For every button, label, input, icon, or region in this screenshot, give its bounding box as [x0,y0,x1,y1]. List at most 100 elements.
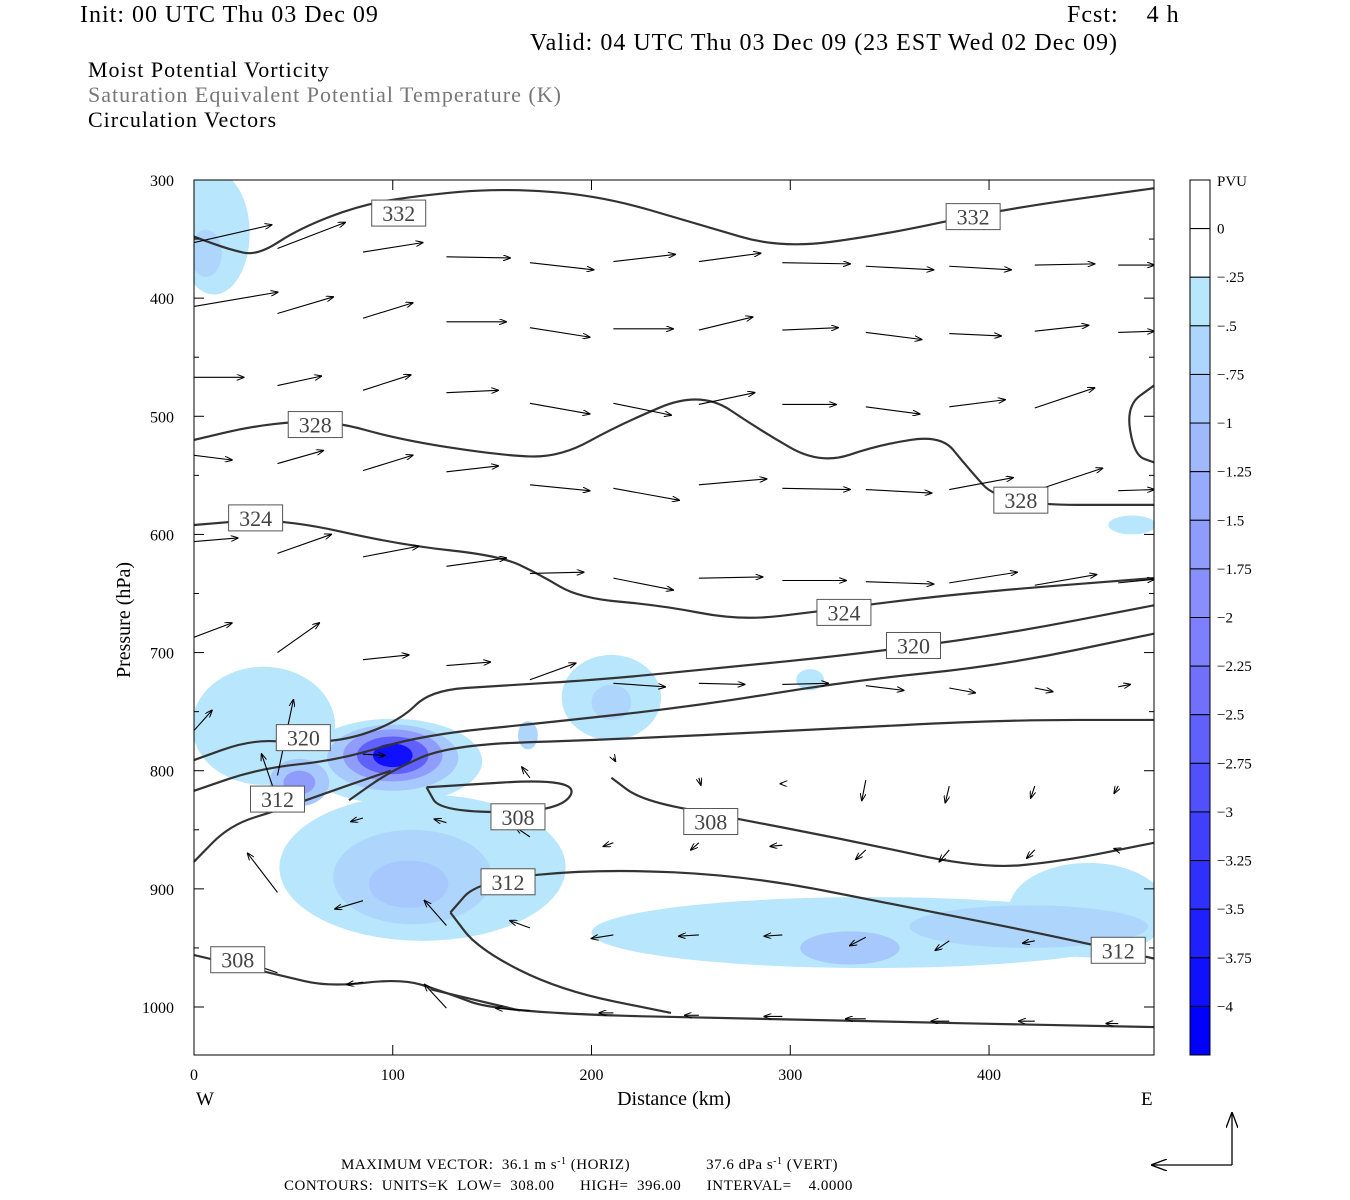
y-tick-label: 500 [150,409,174,426]
theta-contour-308 [610,776,1154,868]
vector-arrow [277,534,331,554]
vector-arrow [362,655,409,661]
vector-arrow [446,558,506,567]
contour-label: 308 [221,948,254,973]
vector-arrow [613,402,671,415]
vector-scale-legend [1152,1113,1232,1165]
plot-frame [193,179,1155,1056]
vector-arrow [935,940,950,950]
vector-arrow [1118,579,1154,584]
vector-arrow [277,223,345,250]
east-label: E [1141,1089,1153,1110]
pv-shade-region [1108,515,1154,535]
vector-arrow [446,257,510,258]
init-time: Init: 00 UTC Thu 03 Dec 09 [80,2,379,28]
vector-arrow [949,265,1011,270]
vector-arrow [856,849,867,859]
contour-label-box [993,486,1049,514]
vector-arrow [277,297,333,315]
colorbar-label: −.5 [1217,319,1237,335]
colorbar-bin [1189,908,1211,959]
vector-arrow [194,454,232,460]
vector-arrow [529,663,576,681]
theta-contour-312 [449,869,1154,960]
vector-arrow [347,982,364,984]
valid-time: Valid: 04 UTC Thu 03 Dec 09 (23 EST Wed … [530,30,1118,56]
theta-contour-308 [425,780,573,814]
pv-shade-region [909,905,1149,948]
vector-arrow [529,572,584,573]
vector-arrow [865,331,922,339]
contour-label-box [816,598,872,626]
contour-label-box [683,808,739,836]
x-tick-label: 0 [190,1067,198,1084]
contour-label: 328 [299,413,332,438]
colorbar-bin [1189,617,1211,667]
contour-label-box [886,631,942,659]
colorbar-bin [1189,568,1211,619]
y-tick-label: 1000 [142,1000,174,1017]
vector-arrow [335,900,364,909]
contour-label: 328 [1004,488,1037,513]
contour-label-box [480,868,536,896]
vector-arrow [1034,388,1095,409]
x-tick-label: 100 [381,1067,405,1084]
west-label: W [196,1089,214,1110]
vector-arrow [865,582,934,584]
vector-arrow [1118,684,1130,686]
colorbar-label: −4 [1217,999,1233,1015]
pv-shade-region [796,669,825,691]
vector-arrow [425,985,447,1009]
vector-arrow [698,683,745,684]
forecast-hour: Fcst: 4 h [1067,2,1180,28]
vector-arrow [529,262,594,270]
vector-arrow [496,1008,530,1010]
vector-arrow [434,819,447,823]
colorbar-label: −3.25 [1217,854,1252,870]
colorbar-bin [1189,373,1211,424]
vector-arrow [613,758,615,762]
vector-arrow [522,767,531,779]
colorbar-label: −3 [1217,805,1233,821]
x-tick-label: 300 [778,1067,802,1084]
colorbar-bin [1189,325,1211,375]
colorbar-bin [1189,276,1211,327]
vector-arrow [1034,325,1089,332]
y-axis-label: Pressure (hPa) [113,562,135,678]
colorbar-label: −3.75 [1217,951,1252,967]
colorbar-label: −1 [1217,416,1233,432]
vector-arrow [194,225,272,244]
vector-arrow [613,487,679,500]
y-tick-label: 700 [150,646,174,663]
vector-arrow [613,682,665,687]
axes: 300 400 500 600 700 800 900 1000 0 100 200 300 400 [142,173,1154,1084]
vector-arrow [782,263,850,264]
colorbar-label: −.25 [1217,270,1244,286]
vector-arrow [362,303,413,319]
vector-arrow [362,375,411,391]
y-tick-label: 800 [150,764,174,781]
theta-contour-324 [194,519,1154,619]
vector-arrow [425,901,447,926]
vector-arrow [362,455,413,472]
vector-arrow [764,935,783,936]
vector-arrow [1034,575,1097,586]
vector-arrow [351,818,364,822]
contour-label-box [1090,936,1146,964]
y-tick-label: 300 [150,173,174,190]
contour-label: 312 [1102,938,1135,963]
vector-arrow [1118,490,1154,491]
colorbar-label: −2.25 [1217,659,1252,675]
vector-arrow [194,538,238,543]
vector-arrow [949,478,1013,491]
exp-horiz: -1 [557,1156,567,1167]
contour-label-box [371,199,427,227]
vector-arrow [277,451,323,465]
pv-shade-region [194,666,336,785]
contour-label: 312 [261,787,294,812]
vector-arrow [529,484,590,491]
field-title-theta: Saturation Equivalent Potential Temperat… [88,82,562,107]
vector-arrow [949,572,1017,584]
vector-arrow [949,400,1005,408]
vector-arrow [446,466,498,473]
